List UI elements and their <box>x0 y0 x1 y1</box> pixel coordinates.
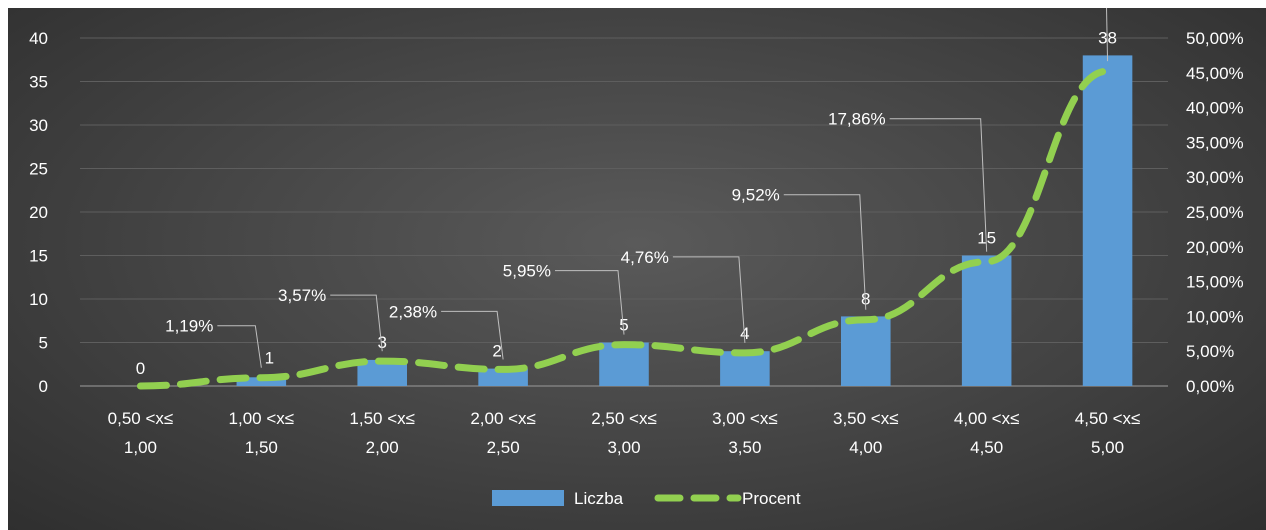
y-right-tick-label: 50,00% <box>1186 29 1244 48</box>
y-left-tick-label: 35 <box>29 73 48 92</box>
y-right-tick-label: 25,00% <box>1186 203 1244 222</box>
bar-data-label: 3 <box>377 333 386 352</box>
line-data-label: 9,52% <box>732 186 780 205</box>
line-data-label: 3,57% <box>278 286 326 305</box>
leader-line <box>217 325 262 368</box>
bar-data-label: 8 <box>861 289 870 308</box>
y-right-tick-label: 0,00% <box>1186 377 1234 396</box>
y-right-tick-label: 30,00% <box>1186 168 1244 187</box>
y-left-tick-label: 20 <box>29 203 48 222</box>
y-right-tick-label: 10,00% <box>1186 307 1244 326</box>
y-right-tick-label: 15,00% <box>1186 273 1244 292</box>
bar <box>599 342 649 386</box>
x-category-label: 2,50 <x≤ 3,00 <box>591 409 657 457</box>
y-left-tick-label: 10 <box>29 290 48 309</box>
y-right-tick-label: 35,00% <box>1186 133 1244 152</box>
y-right-tick-label: 45,00% <box>1186 64 1244 83</box>
x-category-label: 1,00 <x≤ 1,50 <box>229 409 295 457</box>
bar-data-label: 2 <box>492 342 501 361</box>
bar-data-label: 1 <box>265 348 274 367</box>
leader-line <box>441 310 504 360</box>
y-right-tick-label: 40,00% <box>1186 99 1244 118</box>
leader-line <box>555 270 625 335</box>
y-left-tick-label: 15 <box>29 247 48 266</box>
y-left-tick-label: 5 <box>39 334 48 353</box>
bar-data-label: 5 <box>619 316 628 335</box>
line-data-label: 17,86% <box>828 110 886 129</box>
y-right-tick-label: 5,00% <box>1186 342 1234 361</box>
leader-line <box>889 118 988 252</box>
line-data-label: 2,38% <box>389 302 437 321</box>
legend-label-liczba: Liczba <box>574 489 624 508</box>
bar <box>961 255 1012 386</box>
bar-data-label: 4 <box>740 324 749 343</box>
bar <box>478 368 528 386</box>
y-left-tick-label: 0 <box>39 377 48 396</box>
y-left-tick-label: 25 <box>29 160 48 179</box>
x-category-label: 3,50 <x≤ 4,00 <box>833 409 899 457</box>
y-left-tick-label: 40 <box>29 29 48 48</box>
line-data-label: 4,76% <box>621 248 669 267</box>
legend-swatch-bar <box>492 490 564 506</box>
x-category-label: 4,00 <x≤ 4,50 <box>954 409 1020 457</box>
bar <box>1082 55 1133 387</box>
line-data-label: 1,19% <box>165 317 213 336</box>
series-line-procent <box>136 67 1112 390</box>
combo-chart: 05101520253035400,00%5,00%10,00%15,00%20… <box>29 8 1244 508</box>
leader-line <box>783 194 867 310</box>
chart-area: 0 5 10 15 20 25 30 35 40 0,00% 5,00% 10,00% 15,00% 20… <box>8 8 1266 530</box>
y-right-tick-label: 20,00% <box>1186 238 1244 257</box>
leader-line <box>330 294 383 352</box>
x-category-label: 3,00 <x≤ 3,50 <box>712 409 778 457</box>
x-category-label: 4,50 <x≤ 5,00 <box>1075 409 1141 457</box>
leader-line <box>672 256 746 343</box>
x-category-label: 2,00 <x≤ 2,50 <box>470 409 536 457</box>
y-left-tick-label: 30 <box>29 116 48 135</box>
bar-data-label: 0 <box>136 359 145 378</box>
legend-label-procent: Procent <box>742 489 801 508</box>
x-category-label: 0,50 <x≤ 1,00 <box>108 409 174 457</box>
bar-data-label: 15 <box>977 229 996 248</box>
bar <box>720 351 770 386</box>
x-category-label: 1,50 <x≤ 2,00 <box>349 409 415 457</box>
bar <box>840 316 891 386</box>
bar <box>236 377 287 386</box>
line-data-label: 5,95% <box>503 262 551 281</box>
